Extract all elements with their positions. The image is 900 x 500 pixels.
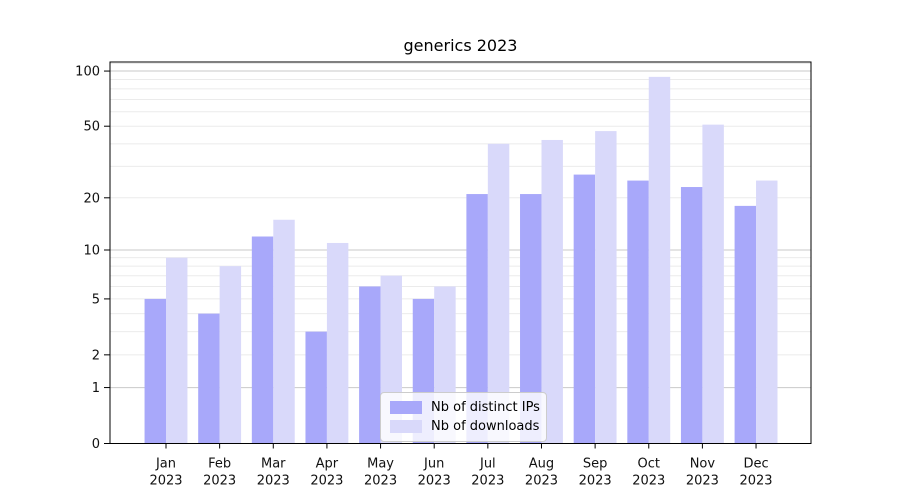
bar-downloads	[702, 124, 724, 444]
y-axis-tick-label: 2	[92, 348, 100, 363]
y-axis-tick-label: 20	[83, 191, 100, 206]
x-axis-tick-label: Jan 2023	[149, 457, 182, 489]
bar-downloads	[326, 242, 349, 444]
legend: Nb of distinct IPs Nb of downloads	[380, 392, 547, 442]
bar-downloads	[595, 131, 617, 444]
bar-downloads	[541, 139, 563, 444]
x-axis-tick-label: Oct 2023	[632, 457, 665, 489]
x-axis-tick-label: Sep 2023	[579, 457, 612, 489]
bar-downloads	[273, 219, 295, 444]
bar-distinct-ips	[573, 174, 596, 444]
x-axis-tick-label: Feb 2023	[203, 457, 236, 489]
y-axis-tick-label: 50	[83, 120, 100, 135]
y-axis-tick-label: 0	[92, 437, 100, 452]
y-axis-tick-label: 5	[92, 292, 100, 307]
legend-item-distinct-ips: Nb of distinct IPs	[390, 398, 540, 417]
bar-downloads	[219, 266, 242, 444]
bar-distinct-ips	[198, 313, 220, 444]
x-axis-tick-label: Dec 2023	[739, 457, 772, 489]
bar-distinct-ips	[680, 187, 703, 444]
bar-distinct-ips	[466, 194, 488, 444]
bar-distinct-ips	[520, 194, 542, 444]
x-axis-tick-label: Aug 2023	[525, 457, 558, 489]
bar-distinct-ips	[734, 205, 757, 444]
x-axis-tick-label: Apr 2023	[310, 457, 343, 489]
bar-downloads	[756, 180, 778, 444]
x-axis-tick-label: Mar 2023	[257, 457, 290, 489]
bar-downloads	[487, 143, 510, 444]
bar-distinct-ips	[144, 298, 166, 444]
bar-downloads	[166, 257, 188, 444]
x-axis-tick-label: Nov 2023	[686, 457, 719, 489]
legend-label-downloads: Nb of downloads	[431, 419, 540, 434]
legend-swatch-distinct-ips-icon	[390, 401, 422, 414]
legend-item-downloads: Nb of downloads	[390, 417, 540, 436]
legend-label-distinct-ips: Nb of distinct IPs	[431, 400, 540, 415]
y-axis-tick-label: 100	[75, 65, 100, 80]
x-axis-tick-label: Jul 2023	[471, 457, 504, 489]
bar-distinct-ips	[251, 236, 274, 444]
legend-swatch-downloads-icon	[390, 420, 422, 433]
axes-frame	[109, 61, 812, 444]
bar-downloads	[648, 76, 671, 444]
chart-title: generics 2023	[403, 36, 518, 55]
x-axis-tick-label: May 2023	[364, 457, 397, 489]
y-axis-tick-label: 10	[83, 243, 100, 258]
bar-distinct-ips	[305, 331, 327, 444]
x-axis-tick-label: Jun 2023	[418, 457, 451, 489]
y-axis-tick-label: 1	[92, 381, 100, 396]
bar-distinct-ips	[627, 180, 649, 444]
bar-distinct-ips	[359, 286, 381, 444]
